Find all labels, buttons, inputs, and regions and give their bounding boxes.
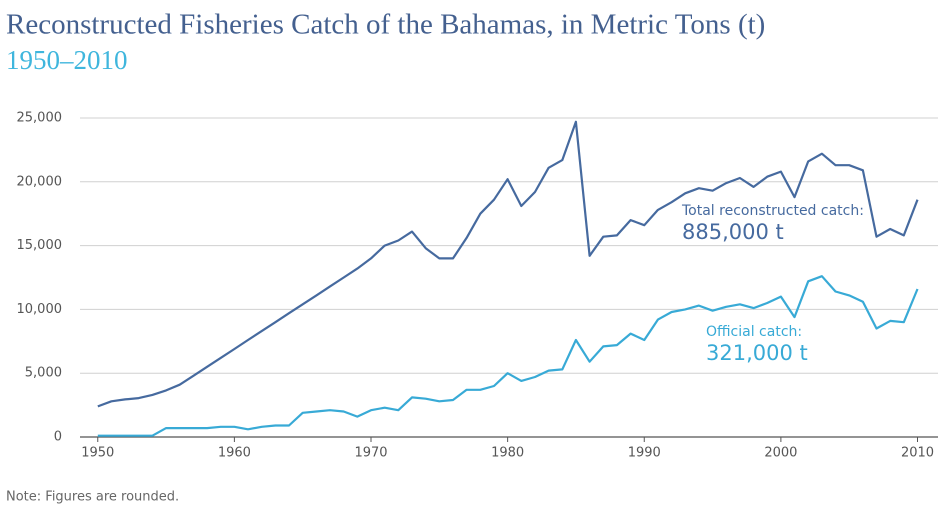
legend-label: Total reconstructed catch: [681,203,864,219]
y-tick-label: 25,000 [17,111,63,126]
note: Note: Figures are rounded. [6,490,179,505]
x-tick-label: 2010 [901,446,934,461]
y-tick-label: 20,000 [17,174,63,189]
chart-subtitle: 1950–2010 [6,45,128,75]
x-tick-label: 1980 [491,446,524,461]
x-tick-label: 1990 [628,446,661,461]
annotation: 321,000 t [706,341,808,365]
series-line [97,120,919,408]
legend-label: Official catch: [706,324,802,340]
y-tick-label: 15,000 [17,238,63,253]
annotation: 885,000 t [682,220,784,244]
x-tick-label: 1950 [81,446,114,461]
series-line [97,275,919,437]
y-tick-label: 5,000 [25,366,62,381]
x-tick-label: 2000 [764,446,797,461]
y-tick-label: 10,000 [17,302,63,317]
x-tick-label: 1970 [354,446,387,461]
y-tick-label: 0 [54,430,62,445]
x-tick-label: 1960 [218,446,251,461]
chart-title: Reconstructed Fisheries Catch of the Bah… [6,9,765,41]
